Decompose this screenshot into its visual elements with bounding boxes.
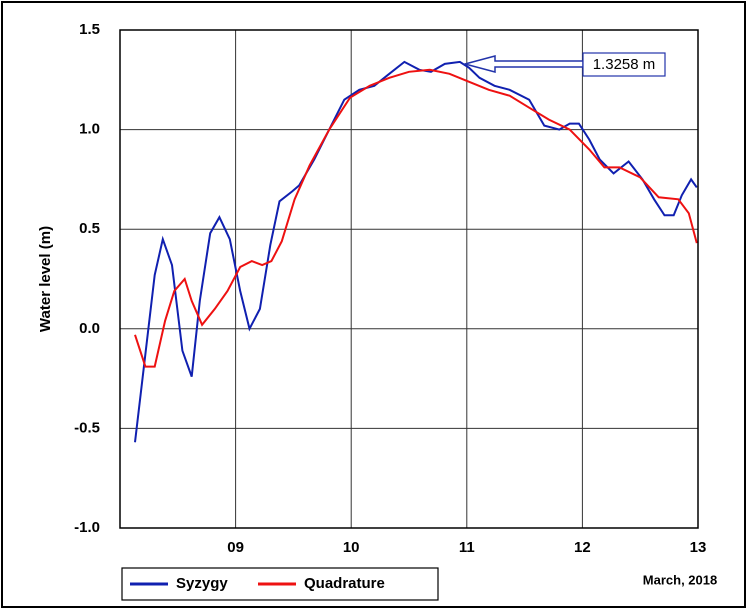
annotation: 1.3258 m [593, 56, 656, 73]
legend-label: Quadrature [304, 575, 385, 592]
x-tick-label: 13 [690, 539, 707, 556]
x-tick-label: 09 [227, 539, 244, 556]
x-tick-label: 10 [343, 539, 360, 556]
data-line [134, 60, 698, 443]
y-tick-label: 0.0 [79, 320, 100, 337]
y-tick-label: 0.5 [79, 220, 100, 237]
y-tick-label: -0.5 [74, 419, 100, 436]
y-tick-label: -1.0 [74, 519, 100, 536]
y-axis-label: Water level (m) [37, 226, 54, 332]
y-tick-label: 1.5 [79, 21, 100, 38]
legend-label: Syzygy [176, 575, 228, 592]
x-tick-label: 12 [574, 539, 591, 556]
plot-border [119, 29, 699, 529]
annotation-box [582, 52, 666, 77]
x-note: March, 2018 [643, 572, 717, 587]
y-tick-label: 1.0 [79, 121, 100, 138]
x-tick-label: 11 [459, 539, 475, 556]
data-line [134, 68, 698, 368]
